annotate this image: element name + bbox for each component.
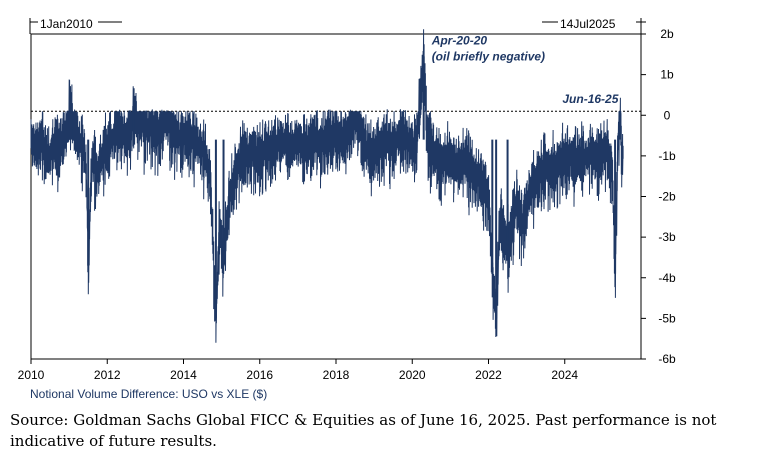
y-tick-label-4: -2b [658, 190, 676, 204]
annotation-layer: Apr-20-20 (oil briefly negative) Jun-16-25 [431, 33, 619, 106]
start-date-label: 1Jan2010 [40, 17, 93, 31]
x-tick-label-2014: 2014 [170, 368, 197, 382]
axis-layer: 2010 2012 2014 2016 2018 2020 2022 2024 2b 1b 0 -1b… [18, 27, 676, 382]
chart: 2010 2012 2014 2016 2018 2020 2022 2024 2b 1b 0 -1b… [18, 17, 676, 401]
y-tick-label-7: -5b [658, 311, 676, 325]
series-line [30, 29, 624, 343]
x-axis-caption: Notional Volume Difference: USO vs XLE (… [30, 387, 267, 401]
x-tick-label-2022: 2022 [475, 368, 502, 382]
x-tick-label-2024: 2024 [551, 368, 578, 382]
y-tick-label-1: 1b [660, 68, 674, 82]
y-tick-label-5: -3b [658, 230, 676, 244]
x-tick-label-2012: 2012 [94, 368, 121, 382]
series-layer [30, 29, 624, 343]
x-tick-label-2010: 2010 [18, 368, 45, 382]
y-tick-label-3: -1b [658, 149, 676, 163]
annotation-apr-20-20: Apr-20-20 [431, 33, 488, 47]
x-tick-label-2016: 2016 [246, 368, 273, 382]
y-tick-label-2: 0 [664, 108, 671, 122]
y-tick-label-8: -6b [658, 352, 676, 366]
annotation-jun-16-25: Jun-16-25 [562, 92, 618, 106]
y-tick-label-6: -4b [658, 271, 676, 285]
x-tick-label-2020: 2020 [399, 368, 426, 382]
end-date-label: 14Jul2025 [560, 17, 616, 31]
x-tick-label-2018: 2018 [323, 368, 350, 382]
y-tick-label-0: 2b [660, 27, 674, 41]
annotation-oil-negative: (oil briefly negative) [432, 49, 545, 63]
source-note: Source: Goldman Sachs Global FICC & Equi… [10, 411, 717, 450]
